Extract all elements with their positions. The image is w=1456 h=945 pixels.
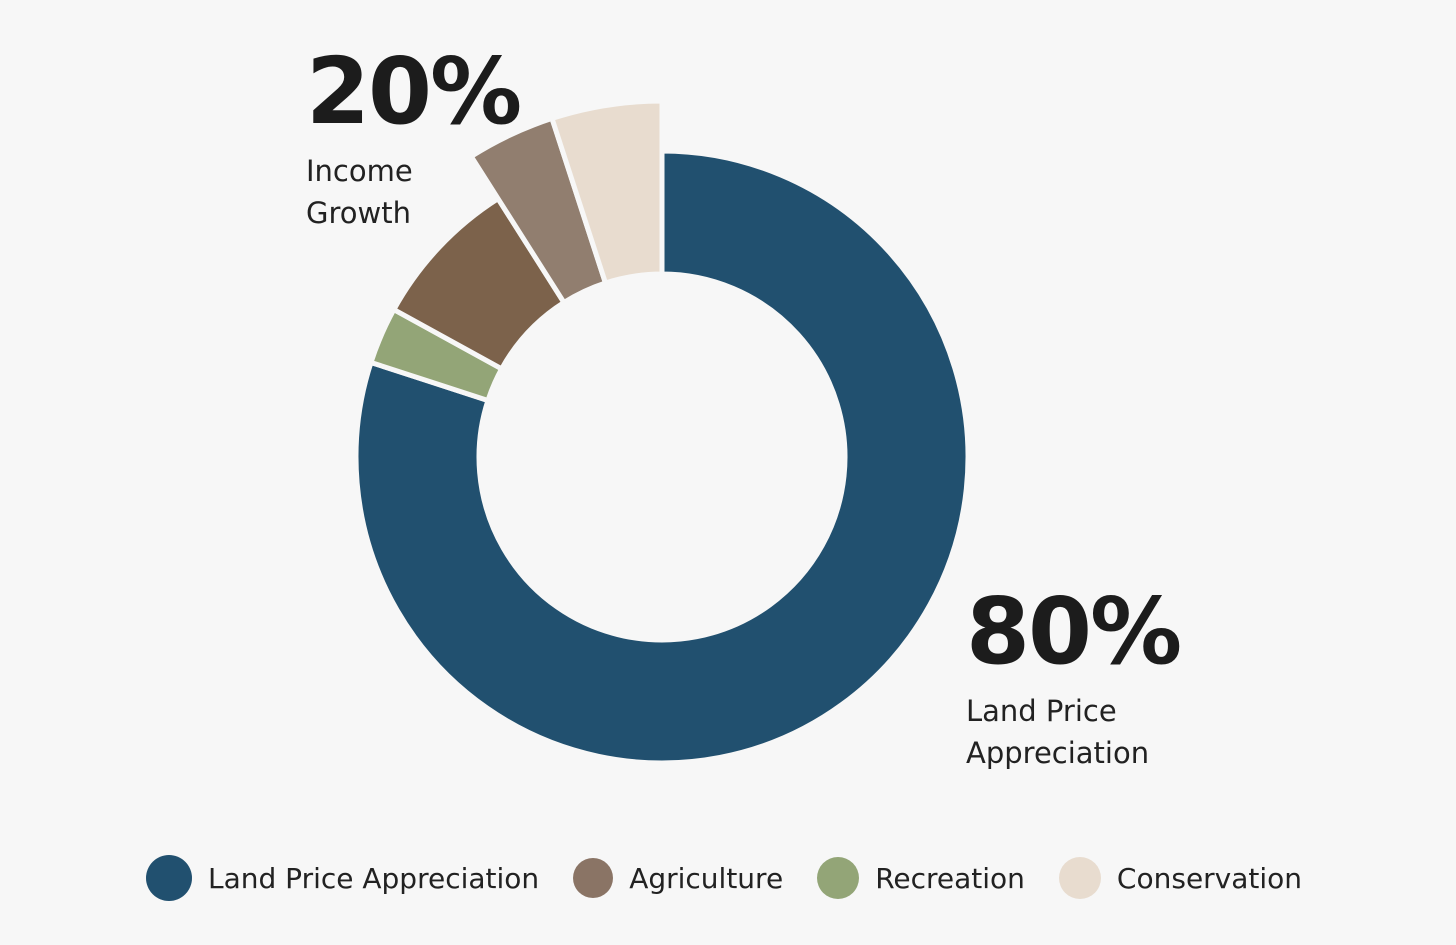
land-price-label-line1: Land Price <box>966 694 1117 728</box>
legend-label-recreation: Recreation <box>875 861 1025 895</box>
income-growth-label-line2: Growth <box>306 196 411 230</box>
income-growth-label: Income Growth <box>306 150 520 234</box>
land-price-percent: 80% <box>966 578 1182 685</box>
legend-label-conservation: Conservation <box>1116 861 1303 895</box>
donut-slice-land-price-appreciation-0 <box>353 148 971 766</box>
land-price-callout: 80% Land Price Appreciation <box>966 578 1182 774</box>
legend-item-agriculture: Agriculture <box>573 858 783 898</box>
legend-item-conservation: Conservation <box>1058 857 1303 899</box>
legend-swatch-agriculture <box>573 858 614 898</box>
donut-slices <box>353 98 971 766</box>
donut-slice-conservation-4 <box>549 98 665 286</box>
chart-legend: Land Price Appreciation Agriculture Recr… <box>146 855 1303 901</box>
legend-swatch-recreation <box>817 857 860 899</box>
land-price-label: Land Price Appreciation <box>966 690 1180 774</box>
legend-item-recreation: Recreation <box>817 857 1025 899</box>
income-growth-callout: 20% Income Growth <box>306 38 522 234</box>
legend-item-land-price: Land Price Appreciation <box>146 855 539 901</box>
income-growth-label-line1: Income <box>306 154 413 188</box>
legend-label-agriculture: Agriculture <box>629 861 784 895</box>
land-price-label-line2: Appreciation <box>966 736 1150 770</box>
legend-label-land-price: Land Price Appreciation <box>208 861 540 895</box>
legend-swatch-conservation <box>1058 857 1101 899</box>
legend-swatch-land-price <box>146 855 192 901</box>
income-growth-percent: 20% <box>306 38 522 145</box>
